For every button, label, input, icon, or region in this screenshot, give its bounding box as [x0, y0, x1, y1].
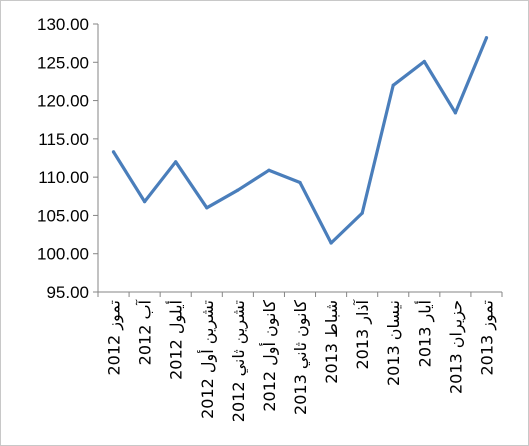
x-tick-label: شباط 2013	[322, 300, 341, 384]
y-tick-label: 110.00	[38, 168, 89, 187]
y-tick-label: 95.00	[46, 283, 89, 302]
y-tick-label: 105.00	[37, 206, 89, 225]
y-tick-label: 120.00	[37, 92, 89, 111]
x-tick-label: كانون ثاني 2013	[291, 300, 311, 415]
data-point	[143, 200, 147, 204]
x-axis: تموز 2012 آب 2012 أيلول 2012 تشرين أول 2012…	[97, 291, 503, 422]
data-point	[205, 206, 209, 210]
x-tick-label: كانون أول 2012	[259, 300, 280, 412]
data-point	[391, 83, 395, 87]
data-point	[298, 180, 302, 185]
x-tick-label: أيار 2013	[414, 300, 435, 367]
x-tick-label: أيلول 2012	[166, 300, 187, 380]
y-tick-label: 115.00	[38, 130, 89, 149]
data-point	[174, 160, 178, 164]
x-tick-label: آب 2012	[136, 298, 155, 365]
series-line	[111, 36, 489, 245]
x-tick-label: تشرين أول 2012	[197, 300, 218, 419]
y-axis: 95.00 100.00 105.00 110.00 115.00 120.00 125.0…	[37, 15, 99, 302]
x-tick-label: نيسان 2013	[384, 300, 403, 386]
x-tick-label: تموز 2013	[477, 300, 497, 376]
x-tick-label: تموز 2012	[105, 300, 125, 376]
data-point	[267, 168, 271, 172]
series-layer	[111, 36, 489, 245]
data-point	[360, 211, 364, 215]
data-point	[453, 111, 457, 115]
x-tick-label: حزيران 2013	[446, 300, 466, 394]
data-point	[111, 150, 116, 154]
data-point	[329, 241, 333, 245]
y-tick-label: 100.00	[37, 245, 89, 264]
x-tick-label: تشرين ثاني 2012	[229, 300, 249, 422]
y-tick-label: 130.00	[37, 15, 89, 34]
x-tick-label: آذار 2013	[353, 298, 373, 369]
data-point	[236, 188, 240, 192]
data-point	[484, 36, 489, 40]
y-tick-label: 125.00	[37, 53, 89, 72]
data-point	[422, 59, 426, 64]
